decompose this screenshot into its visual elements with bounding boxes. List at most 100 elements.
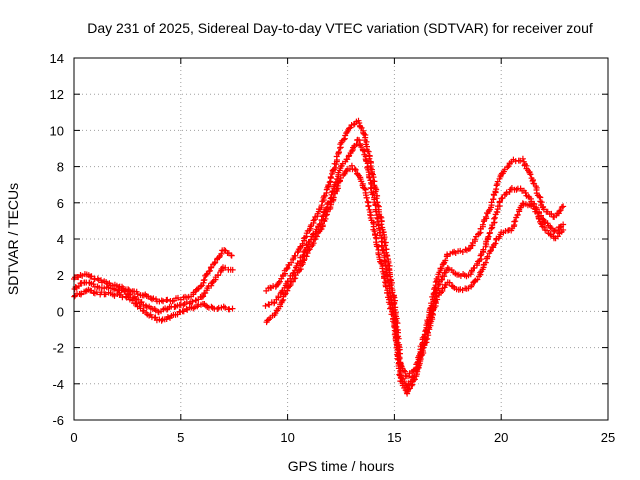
data-point (351, 166, 358, 172)
data-point (218, 250, 225, 257)
data-point (164, 296, 171, 303)
data-point (493, 208, 500, 215)
data-point (556, 208, 563, 215)
data-point (387, 305, 394, 312)
x-tick-label: 15 (387, 430, 401, 445)
data-point (226, 306, 233, 313)
data-point (534, 210, 541, 217)
data-point (335, 149, 342, 155)
y-tick-label: -2 (52, 341, 64, 356)
data-point (201, 276, 208, 283)
data-point (424, 329, 431, 336)
data-points (71, 117, 567, 397)
data-point (215, 272, 222, 279)
data-point (365, 203, 372, 210)
data-point (536, 193, 543, 200)
y-tick-label: 12 (50, 87, 64, 102)
data-point (326, 179, 333, 186)
y-tick-label: 8 (57, 160, 64, 175)
data-point (560, 203, 567, 210)
data-point (397, 367, 404, 374)
data-point (538, 199, 545, 206)
data-point (287, 282, 294, 289)
data-point (346, 125, 353, 132)
data-point (382, 283, 389, 290)
series-track-b (71, 136, 567, 391)
data-point (327, 174, 334, 180)
data-point (330, 194, 337, 201)
data-point (536, 215, 542, 222)
data-point (442, 257, 449, 264)
data-point (547, 224, 554, 231)
data-point (504, 164, 511, 171)
data-point (300, 252, 307, 258)
data-point (488, 225, 495, 232)
y-tick-label: 6 (57, 196, 64, 211)
series-track-c (71, 162, 567, 397)
data-point (408, 382, 415, 389)
data-point (547, 231, 554, 238)
data-point (482, 259, 489, 266)
data-point (444, 251, 451, 258)
data-point (294, 249, 301, 256)
data-point (348, 148, 355, 155)
data-point (512, 218, 519, 225)
y-tick-label: 4 (57, 232, 64, 247)
data-point (318, 202, 325, 209)
data-point (522, 189, 529, 196)
x-axis-label: GPS time / hours (288, 458, 395, 474)
data-point (540, 224, 547, 231)
data-point (98, 289, 105, 296)
data-point (369, 191, 376, 198)
data-point (491, 215, 497, 222)
y-tick-label: 2 (57, 268, 64, 283)
data-point (414, 365, 421, 372)
data-point (134, 291, 141, 297)
data-point (391, 323, 398, 330)
data-point (446, 266, 452, 273)
data-point (381, 275, 388, 282)
data-point (479, 221, 486, 228)
y-axis-label: SDTVAR / TECUs (5, 183, 21, 295)
y-tick-label: 14 (50, 51, 64, 66)
data-point (375, 215, 381, 222)
x-tick-label: 5 (177, 430, 184, 445)
data-point (221, 247, 228, 253)
data-point (183, 305, 190, 312)
data-point (357, 123, 364, 130)
data-point (558, 204, 565, 211)
data-point (160, 298, 167, 305)
data-point (354, 171, 361, 178)
data-point (392, 337, 399, 344)
data-point (557, 207, 564, 214)
data-point (197, 283, 204, 290)
data-point (322, 215, 329, 222)
data-point (486, 229, 493, 236)
data-point (343, 130, 350, 137)
y-tick-label: 0 (57, 304, 64, 319)
data-point (292, 252, 299, 259)
data-point (88, 273, 95, 280)
data-point (373, 208, 380, 215)
grid (74, 58, 608, 420)
data-point (471, 236, 478, 243)
y-tick-label: -6 (52, 413, 64, 428)
data-point (281, 291, 288, 298)
y-tick-label: 10 (50, 123, 64, 138)
data-point (180, 302, 187, 308)
data-point (492, 214, 498, 221)
data-point (189, 298, 196, 305)
tick-labels: 0 5 10 15 20 25 -6 -4 -2 0 2 4 6 8 10 12 14 (50, 51, 616, 445)
x-tick-label: 0 (70, 430, 77, 445)
data-point (493, 182, 500, 189)
data-point (499, 195, 506, 201)
data-point (229, 305, 236, 312)
data-point (405, 373, 412, 380)
data-point (118, 287, 125, 294)
plot-frame (73, 57, 609, 421)
data-point (360, 130, 367, 137)
data-point (325, 182, 332, 188)
y-tick-label: -4 (52, 377, 64, 392)
x-tick-label: 10 (280, 430, 294, 445)
data-point (446, 279, 453, 286)
